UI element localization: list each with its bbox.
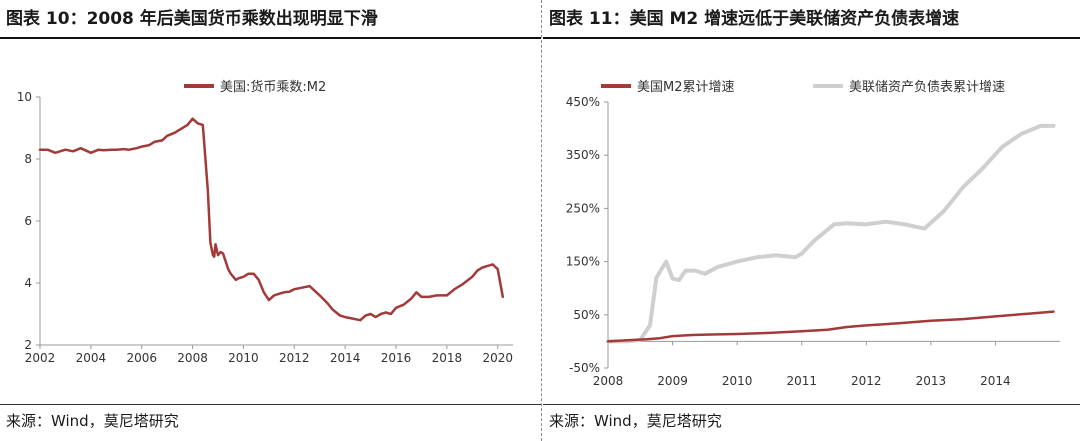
left-figure-title: 图表 10：2008 年后美国货币乘数出现明显下滑 [6, 9, 378, 29]
series-line-1 [38, 117, 505, 322]
x-tick-label: 2008 [177, 351, 208, 365]
legend-label-1: 美国:货币乘数:M2 [220, 79, 326, 95]
m2-vs-fed-balance-chart: -50% 50% 150% 250% 350% 450% 2008 2009 2010 2011 2… [566, 80, 1060, 388]
x-tick-label: 2009 [657, 374, 688, 388]
x-tick-label: 2012 [851, 374, 882, 388]
y-tick-label: 250% [566, 201, 600, 215]
panel-divider [541, 0, 542, 441]
left-source-note: 来源：Wind，莫尼塔研究 [6, 412, 179, 430]
right-figure-title: 图表 11：美国 M2 增速远低于美联储资产负债表增速 [549, 9, 960, 29]
left-source-rule [0, 404, 541, 405]
y-tick-label: 4 [24, 276, 32, 290]
series-line-2 [606, 123, 1056, 344]
x-tick-label: 2018 [432, 351, 463, 365]
y-tick-label: 8 [24, 152, 32, 166]
left-panel: 图表 10：2008 年后美国货币乘数出现明显下滑 2 4 6 8 10 2002 2004… [0, 9, 541, 430]
y-tick-label: -50% [569, 361, 600, 375]
x-tick-label: 2006 [126, 351, 157, 365]
left-title-rule [0, 37, 541, 39]
x-tick-label: 2002 [25, 351, 56, 365]
right-source-note: 来源：Wind，莫尼塔研究 [549, 412, 722, 430]
x-tick-label: 2004 [76, 351, 107, 365]
series-line-1 [606, 310, 1055, 343]
x-tick-label: 2011 [786, 374, 817, 388]
x-tick-label: 2012 [279, 351, 310, 365]
x-tick-label: 2020 [482, 351, 513, 365]
legend-label-2: 美联储资产负债表累计增速 [849, 80, 1005, 95]
money-multiplier-chart: 2 4 6 8 10 2002 2004 2006 2008 2010 2012 2014 2016 20… [17, 79, 513, 365]
y-tick-label: 50% [573, 308, 600, 322]
y-tick-label: 2 [24, 338, 32, 352]
x-tick-label: 2013 [916, 374, 947, 388]
legend-label-1: 美国M2累计增速 [637, 80, 735, 95]
x-tick-label: 2010 [722, 374, 753, 388]
x-tick-label: 2010 [228, 351, 259, 365]
x-tick-label: 2014 [330, 351, 361, 365]
y-tick-label: 10 [17, 90, 32, 104]
y-tick-label: 6 [24, 214, 32, 228]
right-title-rule [543, 37, 1080, 39]
y-tick-label: 150% [566, 255, 600, 269]
right-source-rule [543, 404, 1080, 405]
right-panel: 图表 11：美国 M2 增速远低于美联储资产负债表增速 -50% 50% 150% 2… [543, 0, 1080, 441]
y-tick-label: 450% [566, 95, 600, 109]
x-tick-label: 2016 [381, 351, 412, 365]
x-tick-label: 2008 [593, 374, 624, 388]
x-tick-label: 2014 [980, 374, 1011, 388]
y-tick-label: 350% [566, 148, 600, 162]
